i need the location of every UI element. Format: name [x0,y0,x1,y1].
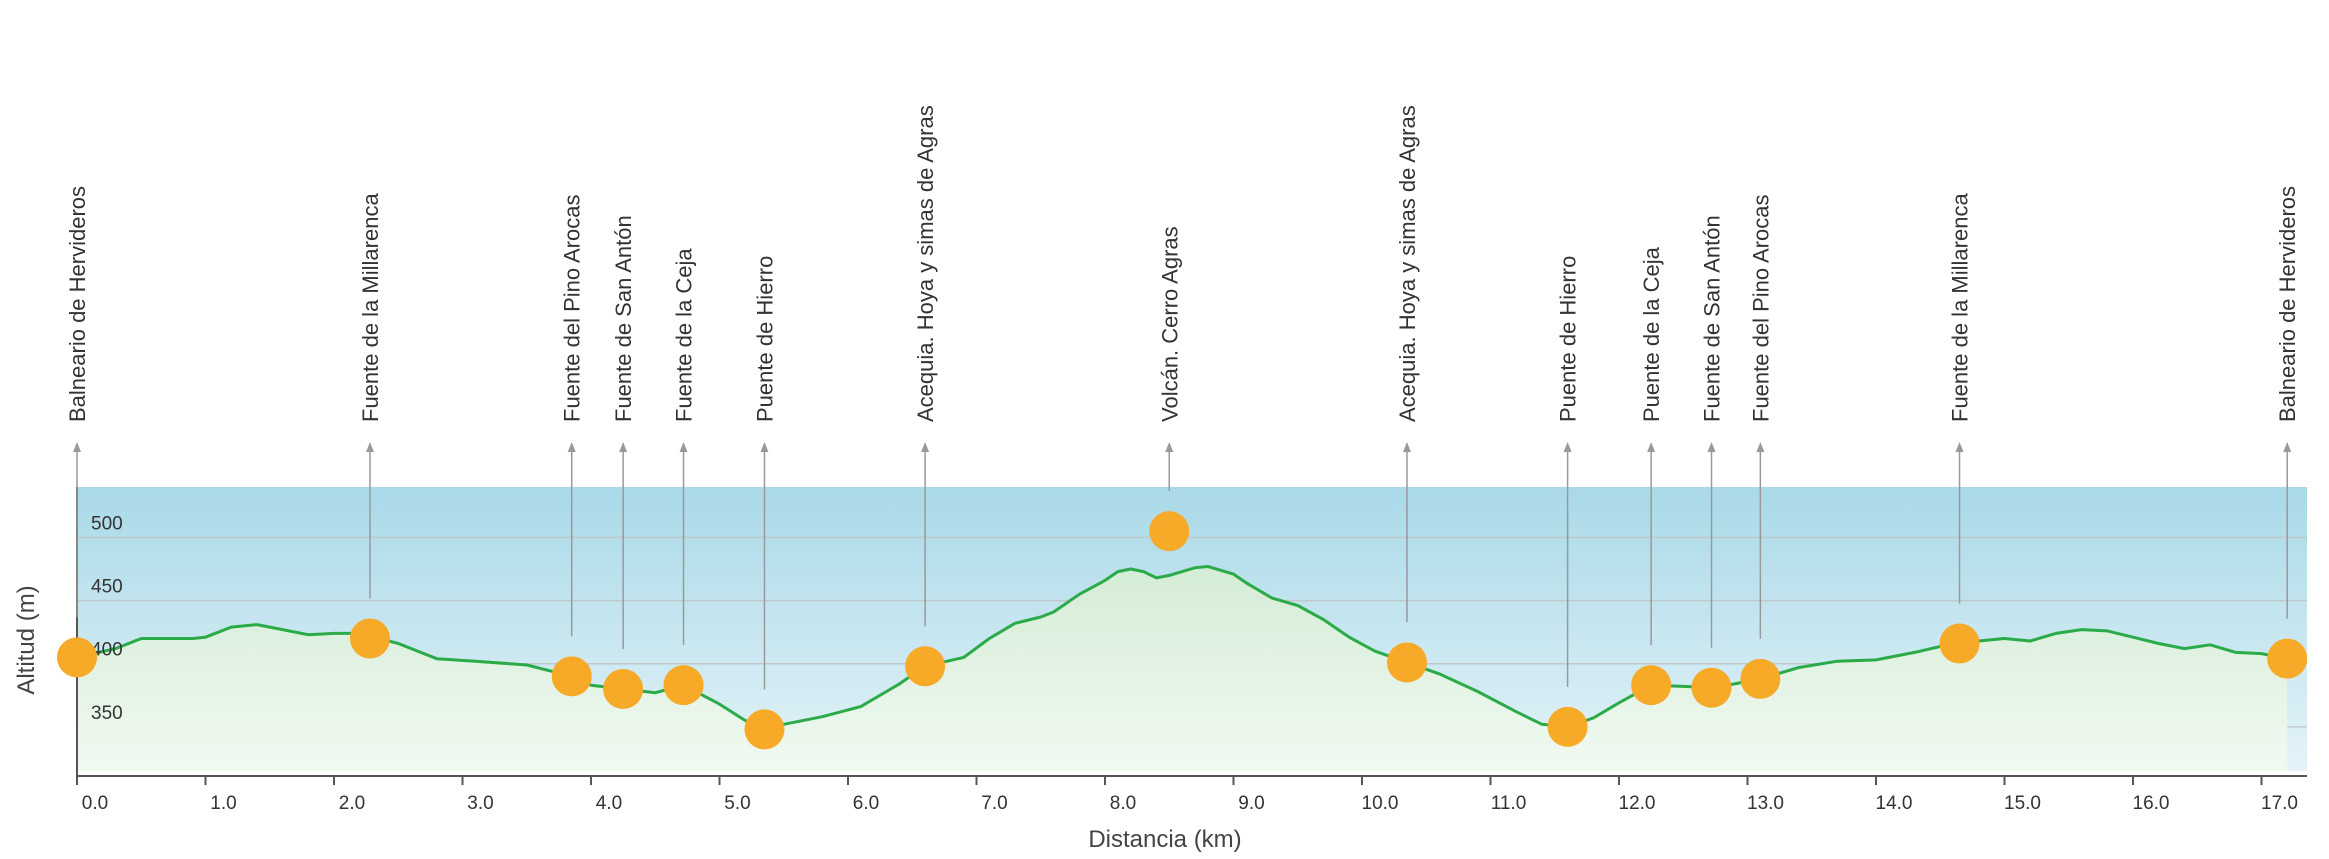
x-tick-label: 11.0 [1491,793,1527,814]
waypoint: Fuente del Pino Arocas [1740,195,1781,699]
waypoint-label: Puente de Hierro [1556,256,1581,422]
waypoint-arrow [365,442,374,452]
waypoint-marker [1386,642,1427,683]
waypoint-label: Puente de Hierro [752,256,777,422]
x-tick-label: 17.0 [2261,793,2298,814]
waypoint-arrow [760,442,769,452]
waypoint: Balneario de Hervideros [57,186,97,678]
x-tick-label: 7.0 [981,793,1007,814]
x-tick-label: 4.0 [596,793,622,814]
waypoint-arrow [1955,442,1964,452]
waypoint: Volcán. Cerro Agras [1149,226,1190,552]
waypoint-label: Puente de la Ceja [1639,246,1664,422]
x-tick-label: 9.0 [1238,793,1264,814]
waypoint-label: Fuente de la Ceja [672,248,697,422]
x-tick-label: 6.0 [853,793,879,814]
y-tick-labels: 350 400 450 500 [91,513,123,723]
x-tick-label: 15.0 [2004,793,2041,814]
waypoint-label: Volcán. Cerro Agras [1157,226,1182,422]
waypoint-arrow [1647,442,1656,452]
x-tick-label: 10.0 [1362,793,1399,814]
waypoint: Acequia. Hoya y simas de Agras [1386,105,1427,683]
x-tick-labels: 0.0 1.0 2.0 3.0 4.0 5.0 6.0 7.0 8.0 9.0 10.0 11.0 12… [76,776,2298,814]
waypoint: Fuente de la Millarenca [1939,193,1980,664]
waypoint: Fuente del Pino Arocas [551,195,592,697]
waypoint-marker [1939,623,1980,664]
waypoint-marker [551,656,592,697]
waypoint-arrow [1707,442,1716,452]
waypoint-label: Fuente del Pino Arocas [1748,195,1773,422]
y-tick-label: 450 [91,577,123,598]
x-tick-label: 2.0 [339,793,365,814]
waypoint-arrow [2283,442,2292,452]
waypoint-arrow [1756,442,1765,452]
waypoint-marker [905,646,946,687]
waypoints: Balneario de Hervideros Fuente de la Mill… [57,105,2308,750]
waypoint-label: Fuente de San Antón [611,215,636,422]
waypoint-marker [2267,638,2308,679]
x-tick-label: 0.0 [82,793,108,814]
waypoint-arrow [679,442,688,452]
waypoint-arrow [1402,442,1411,452]
y-tick-label: 500 [91,513,123,534]
waypoint-label: Acequia. Hoya y simas de Agras [1395,105,1420,422]
elevation-area [77,566,2288,771]
waypoint-marker [349,618,390,659]
waypoint: Fuente de San Antón [603,215,644,709]
x-tick-label: 5.0 [724,793,750,814]
waypoint: Balneario de Hervideros [2267,186,2308,679]
waypoint-arrow [1563,442,1572,452]
waypoint-label: Fuente de la Millarenca [358,193,383,422]
waypoint-marker [57,637,97,678]
waypoint-label: Fuente de San Antón [1700,215,1725,422]
x-tick-label: 13.0 [1747,793,1784,814]
y-axis-title: Altitud (m) [13,585,40,694]
waypoint-arrow [921,442,930,452]
waypoint: Puente de la Ceja [1631,246,1672,706]
waypoint-marker [603,668,644,709]
waypoint: Fuente de San Antón [1691,215,1732,708]
waypoint-marker [744,709,785,750]
x-tick-label: 8.0 [1110,793,1136,814]
waypoint-label: Fuente del Pino Arocas [560,195,585,422]
waypoint-label: Balneario de Hervideros [65,186,90,422]
waypoint-arrow [73,442,81,452]
waypoint-marker [1740,658,1781,699]
waypoint-label: Fuente de la Millarenca [1948,193,1973,422]
y-tick-label: 400 [91,640,123,661]
elevation-line [76,565,2288,731]
x-axis-title: Distancia (km) [1088,826,1241,853]
waypoint-marker [663,665,704,706]
waypoint-arrow [567,442,576,452]
waypoint: Acequia. Hoya y simas de Agras [905,105,946,687]
x-tick-label: 3.0 [467,793,493,814]
waypoint-marker [1631,665,1672,706]
x-tick-label: 14.0 [1876,793,1913,814]
waypoint-arrow [1165,442,1174,452]
waypoint: Fuente de la Millarenca [349,193,390,659]
waypoint-label: Balneario de Hervideros [2275,186,2300,422]
waypoint-marker [1149,511,1190,552]
waypoint-marker [1691,667,1732,708]
waypoint: Fuente de la Ceja [663,248,704,706]
waypoint-label: Acequia. Hoya y simas de Agras [913,105,938,422]
waypoint: Puente de Hierro [744,256,785,750]
x-tick-label: 12.0 [1619,793,1656,814]
x-tick-label: 16.0 [2133,793,2170,814]
waypoint-arrow [619,442,628,452]
y-tick-label: 350 [91,703,123,724]
x-tick-label: 1.0 [210,793,236,814]
waypoint: Puente de Hierro [1547,256,1588,747]
waypoint-marker [1547,706,1588,747]
